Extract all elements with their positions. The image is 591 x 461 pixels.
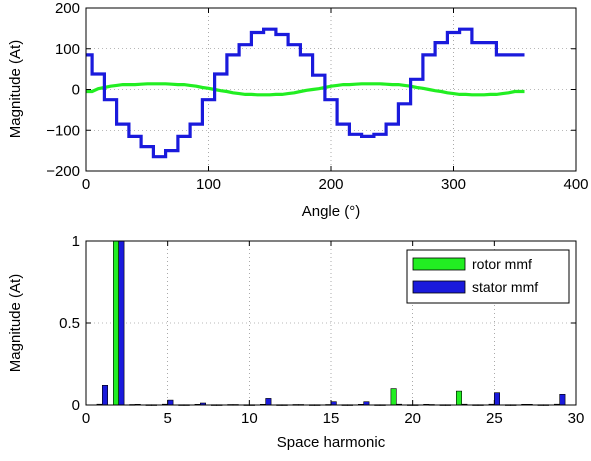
x-tick-label: 200 (318, 176, 343, 193)
series-line-stator-mmf (86, 27, 525, 159)
x-tick-label: 300 (441, 176, 466, 193)
y-tick-label: −200 (46, 163, 80, 180)
y-tick-label: 1 (72, 233, 80, 250)
series-line-rotor-mmf (86, 82, 525, 97)
x-tick-label: 20 (404, 410, 421, 427)
x-tick-label: 30 (568, 410, 585, 427)
angle-chart-xlabel: Angle (°) (302, 203, 361, 220)
bar-stator-mmf-h2 (118, 240, 125, 406)
bar-stator-mmf-h1 (102, 385, 109, 406)
bar-stator-mmf-h29 (559, 394, 566, 406)
x-tick-label: 10 (241, 410, 258, 427)
bar-stator-mmf-h25 (493, 392, 500, 406)
legend: rotor mmf stator mmf (406, 249, 570, 304)
y-tick-label: −100 (46, 122, 80, 139)
angle-chart: 0 100 200 300 400 −200 −100 0 100 200 Angle (°) M… (7, 0, 589, 220)
bar-stator-mmf-h11 (265, 398, 272, 406)
harmonic-chart-xlabel: Space harmonic (277, 434, 386, 451)
x-tick-label: 400 (563, 176, 588, 193)
x-tick-label: 100 (196, 176, 221, 193)
harmonic-chart: 0 5 10 15 20 25 30 0 0.5 1 rotor mmf stator mmf S… (7, 233, 585, 451)
legend-swatch-rotor (412, 257, 466, 271)
x-tick-label: 15 (323, 410, 340, 427)
bar-rotor-mmf-h19 (390, 388, 397, 406)
x-tick-label: 5 (163, 410, 171, 427)
y-tick-label: 100 (55, 41, 80, 58)
harmonic-chart-ylabel: Magnitude (At) (7, 274, 24, 372)
x-tick-label: 25 (486, 410, 503, 427)
bar-rotor-mmf-h23 (455, 390, 462, 406)
legend-label-stator: stator mmf (472, 279, 538, 295)
y-tick-label: 0.5 (59, 315, 80, 332)
y-tick-label: 0 (72, 82, 80, 99)
bar-stator-mmf-h5 (167, 399, 174, 406)
angle-chart-ylabel: Magnitude (At) (7, 40, 24, 138)
x-tick-label: 0 (82, 410, 90, 427)
y-tick-label: 0 (72, 397, 80, 414)
bar-rotor-mmf-h2 (113, 240, 120, 406)
legend-swatch-stator (412, 280, 466, 294)
y-tick-label: 200 (55, 0, 80, 17)
x-tick-label: 0 (82, 176, 90, 193)
legend-label-rotor: rotor mmf (472, 256, 532, 272)
